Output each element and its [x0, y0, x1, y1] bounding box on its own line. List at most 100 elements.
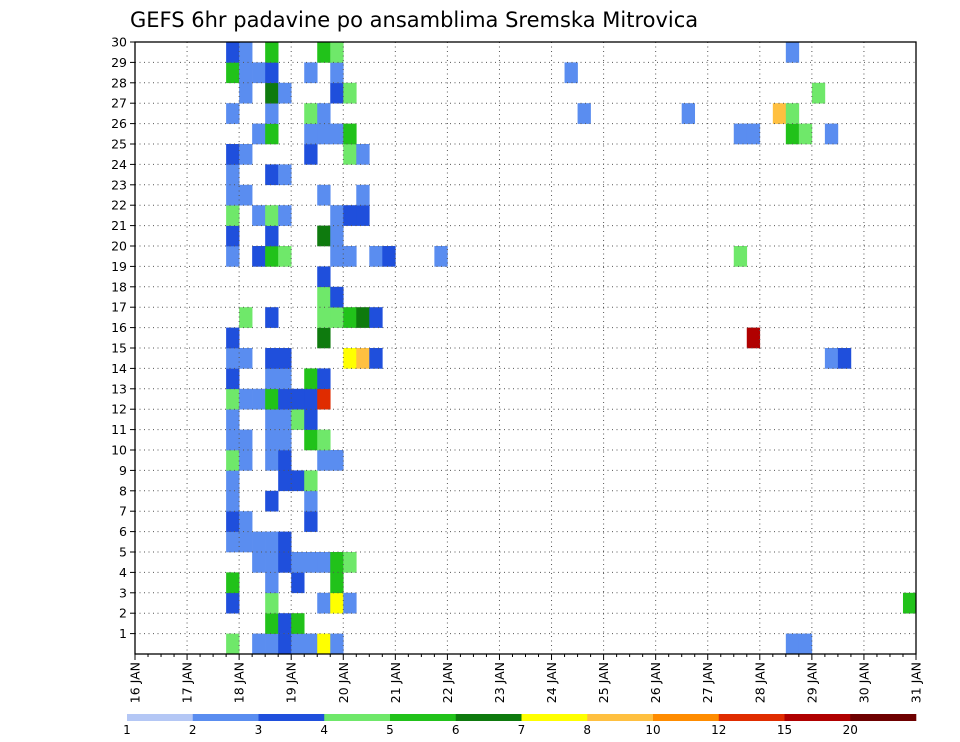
heatmap-cell [239, 450, 253, 471]
heatmap-cell [265, 307, 279, 328]
y-axis: 1234567891011121314151617181920212223242… [111, 35, 135, 641]
heatmap-cell [343, 307, 357, 328]
y-tick-label: 21 [111, 218, 127, 233]
heatmap-cell [226, 450, 240, 471]
heatmap-cell [265, 246, 279, 267]
heatmap-cell [772, 103, 787, 124]
heatmap-cell [265, 450, 279, 471]
heatmap-cell [317, 123, 331, 145]
heatmap-cell [330, 286, 344, 308]
heatmap-cell [330, 82, 344, 104]
y-tick-label: 7 [119, 504, 127, 519]
colorbar-segment [324, 714, 391, 721]
heatmap-cell [265, 225, 279, 247]
heatmap-cells [226, 42, 917, 655]
heatmap-cell [252, 62, 266, 84]
heatmap-cell [317, 368, 331, 390]
heatmap-cell [226, 348, 240, 369]
heatmap-cell [330, 450, 344, 471]
heatmap-cell [278, 531, 292, 553]
heatmap-cell [356, 348, 370, 369]
heatmap-cell [226, 184, 240, 206]
heatmap-cell [356, 307, 370, 328]
y-tick-label: 10 [111, 443, 127, 458]
y-tick-label: 13 [111, 381, 127, 396]
heatmap-cell [265, 123, 279, 145]
heatmap-cell [304, 511, 318, 532]
colorbar-label: 6 [452, 723, 460, 737]
colorbar-segment [390, 714, 457, 721]
x-tick-label: 20 JAN [336, 662, 351, 703]
heatmap-cell [278, 552, 292, 573]
heatmap-cell [226, 225, 240, 247]
heatmap-cell [226, 388, 240, 410]
y-tick-label: 2 [119, 606, 127, 621]
heatmap-cell [226, 470, 240, 492]
colorbar-label: 7 [518, 723, 526, 737]
colorbar-label: 3 [255, 723, 263, 737]
y-tick-label: 3 [119, 585, 127, 600]
heatmap-cell [330, 572, 344, 594]
heatmap-cell [226, 144, 240, 165]
heatmap-cell [226, 633, 240, 655]
heatmap-cell [369, 348, 383, 369]
y-tick-label: 16 [111, 320, 127, 335]
heatmap-cell [265, 531, 279, 553]
heatmap-cell [382, 246, 396, 267]
heatmap-cell [369, 246, 383, 267]
heatmap-cell [343, 246, 357, 267]
heatmap-cell [824, 348, 839, 369]
heatmap-cell [343, 348, 357, 369]
y-tick-label: 15 [111, 341, 127, 356]
heatmap-cell [837, 348, 852, 369]
heatmap-cell [356, 205, 370, 226]
colorbar-segment [653, 714, 720, 721]
heatmap-cell [278, 429, 292, 451]
heatmap-cell [265, 205, 279, 226]
y-tick-label: 1 [119, 626, 127, 641]
heatmap-cell [746, 123, 761, 145]
colorbar-label: 10 [645, 723, 660, 737]
heatmap-cell [291, 633, 305, 655]
heatmap-cell [278, 388, 292, 410]
y-tick-label: 19 [111, 259, 127, 274]
heatmap-cell [265, 613, 279, 634]
heatmap-cell [265, 409, 279, 430]
y-tick-label: 29 [111, 55, 127, 70]
heatmap-cell [785, 103, 800, 124]
heatmap-cell [343, 552, 357, 573]
heatmap-cell [330, 62, 344, 84]
heatmap-cell [317, 286, 331, 308]
heatmap-cell [252, 246, 266, 267]
heatmap-cell [330, 592, 344, 614]
heatmap-cell [239, 82, 253, 104]
heatmap-cell [252, 205, 266, 226]
heatmap-cell [564, 62, 578, 84]
y-tick-label: 17 [111, 300, 127, 315]
heatmap-cell [317, 103, 331, 124]
heatmap-cell [239, 511, 253, 532]
heatmap-cell [356, 184, 370, 206]
heatmap-cell [278, 348, 292, 369]
heatmap-cell [343, 592, 357, 614]
heatmap-cell [733, 246, 748, 267]
colorbar-segment [258, 714, 325, 721]
x-tick-label: 29 JAN [804, 662, 819, 703]
x-tick-label: 23 JAN [492, 662, 507, 703]
heatmap-cell [330, 123, 344, 145]
heatmap-cell [304, 103, 318, 124]
grid-lines [135, 42, 916, 654]
y-tick-label: 24 [111, 157, 127, 172]
colorbar-label: 15 [777, 723, 792, 737]
heatmap-cell [798, 123, 813, 145]
y-tick-label: 20 [111, 239, 127, 254]
y-tick-label: 4 [119, 565, 127, 580]
heatmap-cell [343, 205, 357, 226]
heatmap-cell [343, 82, 357, 104]
heatmap-cell [330, 246, 344, 267]
heatmap-cell [265, 592, 279, 614]
x-tick-label: 16 JAN [128, 662, 143, 703]
heatmap-cell [226, 205, 240, 226]
y-tick-label: 18 [111, 279, 127, 294]
y-tick-label: 6 [119, 524, 127, 539]
